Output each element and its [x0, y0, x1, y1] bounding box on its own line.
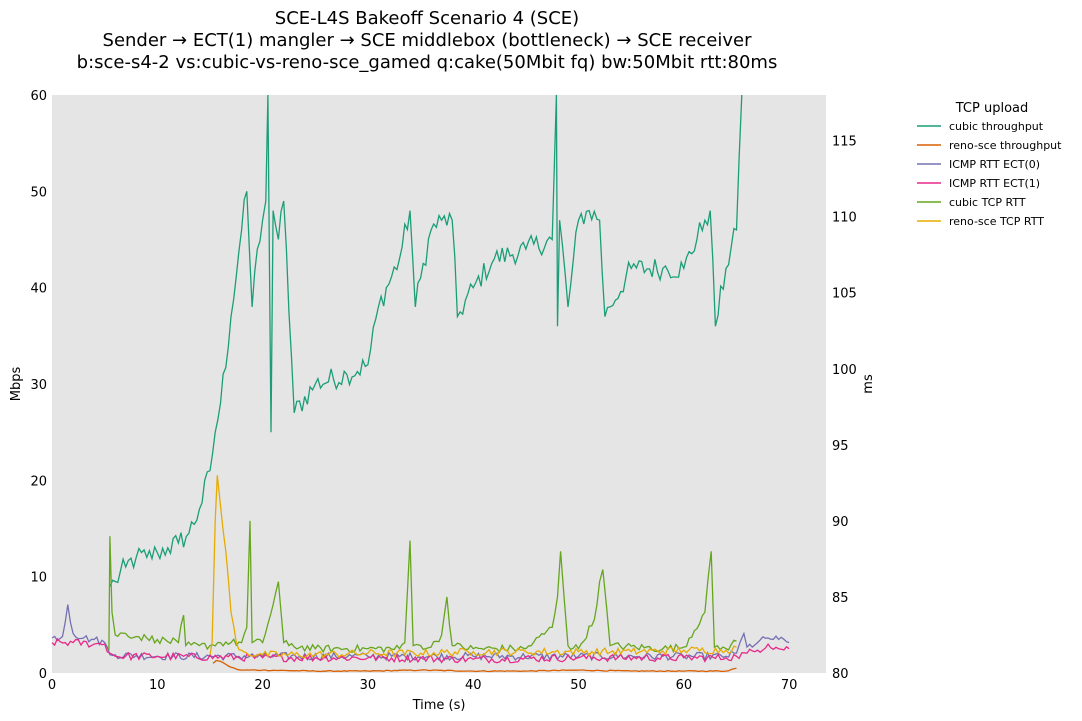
y-axis-right: 80 85 90 95 100 105 110 115 — [832, 135, 857, 682]
y-axis-left: 0 10 20 30 40 50 60 — [30, 89, 47, 682]
chart-title-line-3: b:sce-s4-2 vs:cubic-vs-reno-sce_gamed q:… — [77, 52, 778, 73]
x-axis: 0 10 20 30 40 50 60 70 — [48, 678, 798, 693]
x-tick-label: 60 — [676, 678, 693, 693]
y-tick-label: 40 — [30, 282, 47, 297]
series-lines — [51, 94, 790, 673]
legend-item-label: ICMP RTT ECT(0) — [949, 158, 1040, 171]
chart-title-line-2: Sender → ECT(1) mangler → SCE middlebox … — [103, 30, 753, 51]
y2-tick-label: 100 — [832, 363, 857, 378]
x-tick-label: 40 — [465, 678, 482, 693]
y-tick-label: 60 — [30, 89, 47, 104]
y2-tick-label: 115 — [832, 135, 857, 150]
legend-item-label: ICMP RTT ECT(1) — [949, 177, 1040, 190]
y2-tick-label: 80 — [832, 667, 849, 682]
y-tick-label: 0 — [39, 667, 47, 682]
x-tick-label: 0 — [48, 678, 56, 693]
x-tick-label: 70 — [781, 678, 798, 693]
y-tick-label: 20 — [30, 474, 47, 489]
y-tick-label: 50 — [30, 185, 47, 200]
y2-tick-label: 105 — [832, 287, 857, 302]
y-axis-label: Mbps — [9, 367, 24, 402]
legend: TCP upload cubic throughput reno-sce thro… — [917, 101, 1062, 228]
legend-item-label: cubic throughput — [949, 120, 1044, 133]
legend-item-label: cubic TCP RTT — [949, 196, 1026, 209]
y2-axis-label: ms — [861, 374, 876, 394]
legend-item-label: reno-sce TCP RTT — [949, 215, 1044, 228]
chart-title: SCE-L4S Bakeoff Scenario 4 (SCE) Sender … — [77, 8, 778, 73]
series-line — [109, 94, 743, 587]
chart-title-line-1: SCE-L4S Bakeoff Scenario 4 (SCE) — [275, 8, 579, 29]
series-line — [51, 637, 790, 664]
y2-tick-label: 95 — [832, 439, 849, 454]
y-tick-label: 10 — [30, 571, 47, 586]
x-axis-label: Time (s) — [412, 698, 466, 713]
plot-area — [52, 95, 826, 673]
legend-item-label: reno-sce throughput — [949, 139, 1062, 152]
x-tick-label: 10 — [149, 678, 166, 693]
y2-tick-label: 110 — [832, 211, 857, 226]
y-tick-label: 30 — [30, 378, 47, 393]
y2-tick-label: 85 — [832, 591, 849, 606]
series-line — [212, 659, 737, 673]
y2-tick-label: 90 — [832, 515, 849, 530]
legend-title: TCP upload — [955, 101, 1029, 116]
x-tick-label: 20 — [254, 678, 271, 693]
series-line — [209, 475, 737, 660]
series-line — [108, 520, 737, 654]
x-tick-label: 30 — [360, 678, 377, 693]
x-tick-label: 50 — [570, 678, 587, 693]
